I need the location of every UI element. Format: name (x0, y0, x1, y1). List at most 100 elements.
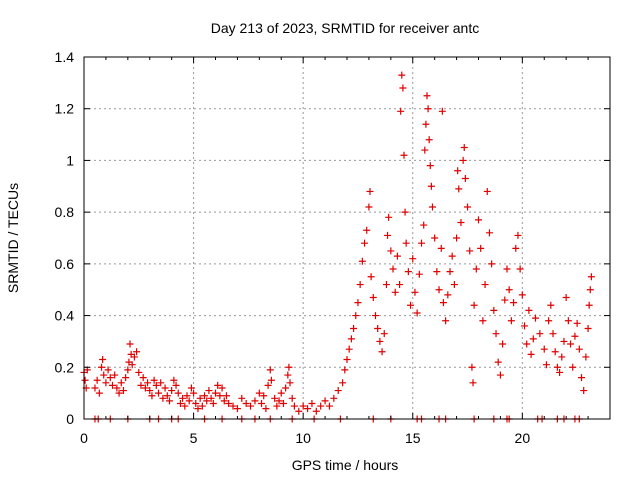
data-point-marker (569, 363, 577, 371)
data-point-marker (551, 348, 559, 356)
y-tick-label: 1.2 (55, 101, 75, 117)
data-point-marker (407, 301, 415, 309)
data-point-marker (238, 394, 246, 402)
data-point-marker (135, 368, 143, 376)
data-point-marker (505, 286, 513, 294)
data-point-marker (399, 84, 407, 92)
data-point-marker (130, 353, 138, 361)
data-point-marker (185, 397, 193, 405)
data-point-marker (111, 371, 119, 379)
data-point-marker (117, 379, 125, 387)
data-point-marker (209, 399, 217, 407)
data-point-marker (196, 394, 204, 402)
data-point-marker (203, 397, 211, 405)
data-point-marker (99, 356, 107, 364)
data-point-marker (573, 319, 581, 327)
data-point-marker (384, 231, 392, 239)
data-point-marker (459, 156, 467, 164)
y-tick-label: 0.4 (55, 308, 75, 324)
data-point-marker (433, 268, 441, 276)
data-point-marker (427, 182, 435, 190)
data-point-marker (104, 366, 112, 374)
data-point-marker (159, 394, 167, 402)
data-point-marker (380, 330, 388, 338)
y-tick-label: 0.2 (55, 359, 75, 375)
data-point-marker (266, 366, 274, 374)
data-point-marker (426, 162, 434, 170)
data-point-marker (435, 286, 443, 294)
data-point-marker (560, 337, 568, 345)
data-point-marker (366, 187, 374, 195)
data-point-marker (363, 226, 371, 234)
data-point-marker (334, 387, 342, 395)
data-point-marker (275, 397, 283, 405)
data-point-marker (163, 392, 171, 400)
y-tick-label: 0 (66, 411, 74, 427)
data-point-marker (510, 299, 518, 307)
data-point-marker (545, 317, 553, 325)
data-point-marker (387, 247, 395, 255)
data-point-marker (358, 257, 366, 265)
data-point-marker (453, 234, 461, 242)
data-point-marker (418, 239, 426, 247)
y-tick-label: 0.6 (55, 256, 75, 272)
data-point-marker (93, 376, 101, 384)
data-point-marker (564, 317, 572, 325)
data-point-marker (273, 402, 281, 410)
data-point-marker (308, 399, 316, 407)
data-point-marker (454, 167, 462, 175)
data-point-marker (397, 107, 405, 115)
data-point-marker (122, 374, 130, 382)
chart-title: Day 213 of 2023, SRMTID for receiver ant… (211, 20, 479, 36)
data-point-marker (464, 203, 472, 211)
x-tick-label: 0 (80, 430, 88, 446)
data-point-marker (402, 239, 410, 247)
x-tick-label: 20 (515, 430, 531, 446)
data-point-marker (95, 389, 103, 397)
data-point-marker (437, 244, 445, 252)
data-point-marker (582, 353, 590, 361)
data-point-marker (438, 107, 446, 115)
data-point-marker (267, 376, 275, 384)
data-point-marker (282, 384, 290, 392)
data-point-marker (428, 203, 436, 211)
data-point-marker (233, 405, 241, 413)
data-point-marker (218, 384, 226, 392)
data-point-marker (492, 330, 500, 338)
data-point-marker (413, 309, 421, 317)
data-point-marker (242, 399, 250, 407)
data-point-marker (262, 405, 270, 413)
data-point-marker (584, 325, 592, 332)
data-point-marker (113, 384, 121, 392)
data-point-marker (330, 394, 338, 402)
data-point-marker (108, 381, 116, 389)
data-point-marker (325, 402, 333, 410)
data-point-marker (567, 340, 575, 348)
data-point-marker (157, 379, 165, 387)
data-point-marker (139, 374, 147, 382)
data-point-marker (468, 363, 476, 371)
data-point-marker (155, 389, 163, 397)
data-point-marker (496, 371, 504, 379)
data-point-marker (367, 273, 375, 281)
data-point-marker (128, 361, 136, 369)
grid-lines (84, 57, 610, 419)
data-point-marker (501, 296, 509, 304)
data-points (80, 71, 595, 423)
data-point-marker (115, 389, 123, 397)
data-point-marker (514, 231, 522, 239)
data-point-marker (378, 348, 386, 356)
data-point-marker (220, 397, 228, 405)
data-point-marker (490, 306, 498, 314)
data-point-marker (521, 322, 529, 330)
data-point-marker (527, 350, 535, 358)
data-point-marker (479, 317, 487, 325)
axis-ticks: 0 5 10 15 20 0 0.2 0.4 0.6 0.8 1 1.2 1.4 (55, 49, 611, 446)
data-point-marker (304, 405, 312, 413)
data-point-marker (460, 144, 468, 151)
data-point-marker (137, 381, 145, 389)
data-point-marker (347, 335, 355, 343)
data-point-marker (144, 379, 152, 387)
x-axis-title: GPS time / hours (292, 457, 399, 473)
